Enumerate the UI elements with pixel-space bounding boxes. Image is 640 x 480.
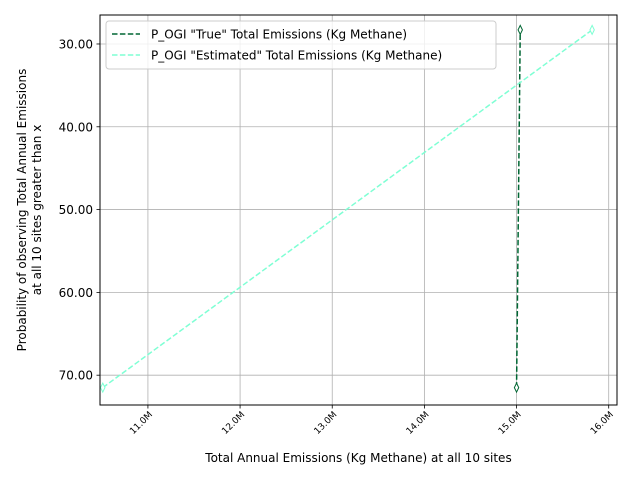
series-lines xyxy=(100,24,595,394)
y-axis-label-line-1: Probability of observing Total Annual Em… xyxy=(15,69,29,352)
legend: P_OGI "True" Total Emissions (Kg Methane… xyxy=(105,20,497,70)
y-tick-label: 50.00 xyxy=(59,203,93,217)
data-point-marker xyxy=(589,24,595,36)
legend-box xyxy=(105,20,497,70)
y-tick-label: 70.00 xyxy=(59,369,93,383)
y-axis-ticks: 30.00 40.00 50.00 60.00 70.00 xyxy=(59,37,100,383)
x-tick-label: 16.0M xyxy=(589,410,616,437)
legend-label-estimated: P_OGI "Estimated" Total Emissions (Kg Me… xyxy=(151,49,442,63)
y-tick-label: 60.00 xyxy=(59,286,93,300)
x-tick-label: 11.0M xyxy=(128,410,155,437)
legend-label-true: P_OGI "True" Total Emissions (Kg Methane… xyxy=(151,28,407,42)
series-line-true xyxy=(515,29,521,388)
data-point-marker xyxy=(100,381,106,394)
x-tick-label: 13.0M xyxy=(313,410,340,437)
x-axis-ticks: 11.0M 12.0M 13.0M 14.0M 15.0M 16.0M xyxy=(128,405,616,437)
data-point-marker xyxy=(517,24,523,36)
x-axis-label: Total Annual Emissions (Kg Methane) at a… xyxy=(204,451,511,465)
y-axis-label-line-2: at all 10 sites greater than x xyxy=(30,125,44,296)
series-line-estimated xyxy=(102,29,593,389)
x-tick-label: 15.0M xyxy=(497,410,524,437)
y-tick-label: 40.00 xyxy=(59,120,93,134)
data-point-marker xyxy=(513,381,520,394)
grid-lines xyxy=(100,15,617,405)
y-axis-label: Probability of observing Total Annual Em… xyxy=(15,69,44,352)
x-tick-label: 14.0M xyxy=(405,410,432,437)
y-tick-label: 30.00 xyxy=(59,37,93,51)
x-tick-label: 12.0M xyxy=(220,410,247,437)
plot-area-frame xyxy=(99,14,618,406)
